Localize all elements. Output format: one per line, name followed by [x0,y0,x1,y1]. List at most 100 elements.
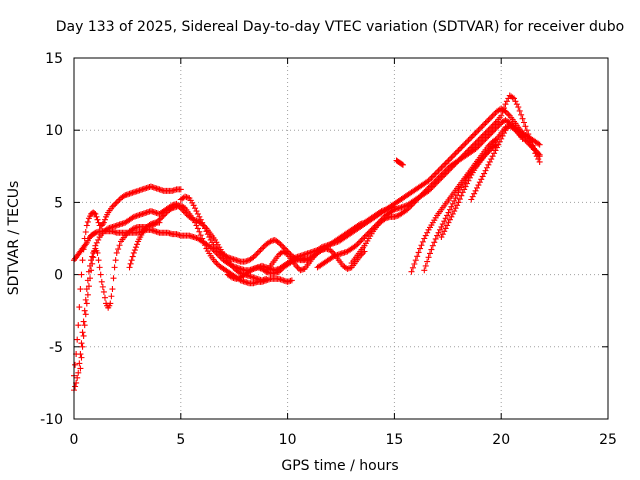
data-point [422,187,429,194]
data-point [424,258,431,265]
data-point [429,173,436,180]
data-point [452,205,459,212]
data-point [461,186,468,193]
data-point [421,235,428,242]
data-point [95,257,102,264]
data-point [444,222,451,229]
data-point [441,161,448,168]
data-point [109,286,116,293]
data-point [501,105,508,112]
data-point [115,246,122,253]
data-point [436,173,443,180]
x-tick-label: 20 [492,432,510,448]
data-point [533,148,540,155]
data-point [411,261,418,268]
data-point [409,264,416,271]
data-point [491,121,498,128]
data-point [476,179,483,186]
data-point [451,208,458,215]
data-point [489,128,496,135]
data-point [78,271,85,278]
data-point [428,182,435,189]
data-point [352,242,359,249]
data-point [444,158,451,165]
data-point [422,262,429,269]
data-point [455,199,462,206]
data-point [515,104,522,111]
data-point [82,241,89,248]
data-point [330,253,337,260]
series-track-14 [438,122,543,241]
data-point [250,254,257,261]
data-point [472,187,479,194]
data-point [469,193,476,200]
data-point [473,144,480,151]
x-axis-label: GPS time / hours [281,458,398,474]
data-point [449,210,456,217]
data-point [489,112,496,119]
data-point [485,127,492,134]
data-point [177,205,184,212]
data-point [80,332,87,339]
data-point [451,197,458,204]
x-tick-label: 5 [176,432,185,448]
data-point [98,278,105,285]
data-point [442,225,449,232]
data-point [111,264,118,271]
data-point [127,260,134,267]
data-point [428,174,435,181]
data-point [90,254,97,261]
data-point [472,145,479,152]
y-axis-label: SDTVAR / TECUs [6,181,22,296]
data-point [87,275,94,282]
data-point [468,196,475,203]
data-point [203,228,210,235]
data-point [128,257,135,264]
data-point [408,268,415,275]
data-point [439,221,446,228]
data-point [532,147,539,154]
data-point [503,98,510,105]
data-point [288,277,295,284]
data-point [89,253,96,260]
data-point [479,132,486,139]
data-point [327,247,334,254]
data-point [466,135,473,142]
data-point [427,176,433,183]
data-point [451,151,458,158]
data-point [441,218,448,225]
data-point [167,203,174,210]
data-point [523,127,530,134]
data-point [435,167,442,174]
data-point [476,125,483,132]
data-point [412,197,419,204]
data-point [434,176,441,183]
data-point [471,141,478,148]
data-point [96,264,103,271]
data-point [179,206,186,213]
data-point [469,132,476,139]
data-point [354,241,361,248]
data-point [398,161,405,168]
data-point [429,180,436,187]
data-point [404,206,411,213]
data-point [465,137,472,144]
data-point [476,141,483,148]
data-point [436,166,443,173]
data-point [94,249,101,256]
data-point [464,180,471,187]
data-point [535,140,542,147]
data-point [110,275,117,282]
data-point [473,184,480,191]
data-point [459,143,466,150]
data-point [432,170,439,177]
data-point [444,166,451,173]
data-point [92,242,99,249]
data-point [365,229,372,236]
data-point [486,115,493,122]
data-point [74,374,81,381]
data-point [486,131,493,138]
data-point [213,245,220,252]
data-point [227,261,234,268]
data-point [473,128,480,135]
